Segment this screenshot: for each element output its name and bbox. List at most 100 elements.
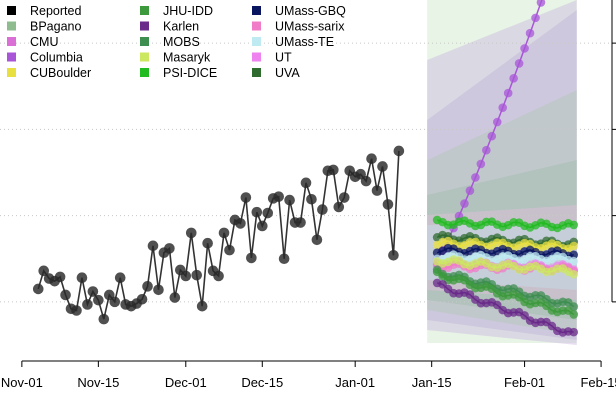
legend-entry-cmu: CMU bbox=[7, 35, 58, 49]
forecast-psi-dice bbox=[432, 215, 579, 233]
reported-point bbox=[76, 272, 88, 284]
legend-swatch bbox=[7, 37, 16, 46]
reported-point bbox=[213, 270, 224, 282]
legend-label: UT bbox=[275, 51, 292, 65]
legend-entry-cuboulder: CUBoulder bbox=[7, 66, 91, 80]
reported-point bbox=[54, 271, 66, 283]
x-tick-label: Jan-15 bbox=[412, 375, 452, 390]
reported-point bbox=[224, 244, 235, 256]
forecast-point bbox=[509, 74, 518, 83]
forecast-point bbox=[569, 327, 579, 337]
legend-label: UMass-sarix bbox=[275, 20, 345, 34]
legend-swatch bbox=[252, 6, 261, 15]
legend-swatch bbox=[140, 21, 149, 31]
forecast-point bbox=[547, 321, 557, 331]
legend-swatch bbox=[7, 6, 16, 15]
reported-point bbox=[338, 192, 350, 203]
forecast-jhu-idd bbox=[432, 267, 579, 319]
reported-point bbox=[300, 177, 312, 189]
reported-point bbox=[377, 161, 388, 172]
reported-point bbox=[114, 272, 126, 284]
legend-entry-bpagano: BPagano bbox=[7, 20, 81, 34]
reported-point bbox=[278, 253, 290, 265]
forecast-window bbox=[427, 0, 577, 343]
reported-point bbox=[371, 185, 383, 196]
reported-point bbox=[185, 227, 197, 239]
x-tick-label: Feb-15 bbox=[580, 375, 616, 390]
reported-point bbox=[98, 313, 110, 325]
reported-point bbox=[273, 191, 284, 202]
reported-point bbox=[202, 237, 213, 249]
forecast-point bbox=[476, 159, 486, 169]
reported-point bbox=[256, 220, 268, 232]
reported-point bbox=[284, 194, 295, 206]
legend-swatch bbox=[252, 68, 261, 77]
reported-point bbox=[262, 207, 274, 219]
forecast-point bbox=[569, 241, 579, 251]
y-axis bbox=[611, 0, 616, 303]
x-tick-label: Feb-01 bbox=[504, 375, 545, 390]
reported-point bbox=[71, 305, 82, 316]
legend-entry-umass-sarix: UMass-sarix bbox=[252, 20, 345, 34]
reported-point bbox=[153, 284, 164, 296]
forecast-point bbox=[471, 173, 480, 182]
legend-label: CUBoulder bbox=[30, 66, 91, 80]
reported-point bbox=[246, 252, 257, 264]
legend-label: UMass-GBQ bbox=[275, 4, 346, 18]
reported-point bbox=[136, 293, 148, 305]
reported-series bbox=[32, 145, 405, 325]
reported-point bbox=[251, 206, 263, 218]
forecast-point bbox=[525, 28, 535, 38]
legend-label: CMU bbox=[30, 35, 58, 49]
legend-entry-reported: Reported bbox=[7, 4, 81, 18]
legend-entry-umass-gbq: UMass-GBQ bbox=[252, 4, 346, 18]
reported-point bbox=[164, 243, 175, 254]
legend-swatch bbox=[252, 37, 261, 46]
forecast-point bbox=[498, 103, 508, 112]
reported-point bbox=[169, 292, 181, 303]
forecast-point bbox=[514, 59, 524, 68]
reported-point bbox=[109, 296, 121, 308]
forecast-point bbox=[569, 220, 579, 230]
forecast-point bbox=[520, 311, 529, 320]
forecast-point bbox=[569, 269, 579, 279]
x-tick-label: Dec-15 bbox=[241, 375, 283, 390]
forecast-point bbox=[569, 310, 579, 319]
legend-swatch bbox=[140, 68, 149, 77]
forecast-point bbox=[503, 88, 513, 98]
reported-point bbox=[393, 145, 405, 157]
legend-entry-masaryk: Masaryk bbox=[140, 51, 211, 65]
forecast-karlen bbox=[432, 278, 579, 337]
forecast-point bbox=[465, 186, 475, 195]
legend-entry-mobs: MOBS bbox=[140, 35, 200, 49]
reported-point bbox=[218, 227, 230, 239]
legend-entry-psi-dice: PSI-DICE bbox=[140, 66, 217, 80]
reported-point bbox=[366, 153, 377, 164]
forecast-series bbox=[432, 0, 579, 337]
reported-point bbox=[142, 281, 153, 292]
reported-point bbox=[328, 164, 339, 176]
reported-point bbox=[82, 299, 93, 310]
forecast-point bbox=[492, 300, 502, 310]
legend-label: JHU-IDD bbox=[163, 4, 213, 18]
reported-point bbox=[147, 240, 159, 252]
legend-entry-jhu-idd: JHU-IDD bbox=[140, 4, 213, 18]
reported-point bbox=[87, 286, 99, 297]
x-tick-label: Nov-01 bbox=[1, 375, 43, 390]
forecast-point bbox=[520, 44, 529, 53]
legend-entry-ut: UT bbox=[252, 51, 292, 65]
legend-entry-uva: UVA bbox=[252, 66, 300, 80]
forecast-point bbox=[569, 256, 579, 266]
legend-swatch bbox=[252, 52, 261, 62]
reported-point bbox=[382, 199, 394, 210]
reported-point bbox=[295, 217, 306, 228]
reported-point bbox=[32, 283, 44, 295]
legend-swatch bbox=[252, 21, 261, 31]
legend-swatch bbox=[7, 21, 16, 31]
x-tick-label: Dec-01 bbox=[165, 375, 207, 390]
legend-entry-columbia: Columbia bbox=[7, 51, 83, 65]
reported-point bbox=[306, 193, 317, 205]
reported-point bbox=[317, 204, 328, 215]
